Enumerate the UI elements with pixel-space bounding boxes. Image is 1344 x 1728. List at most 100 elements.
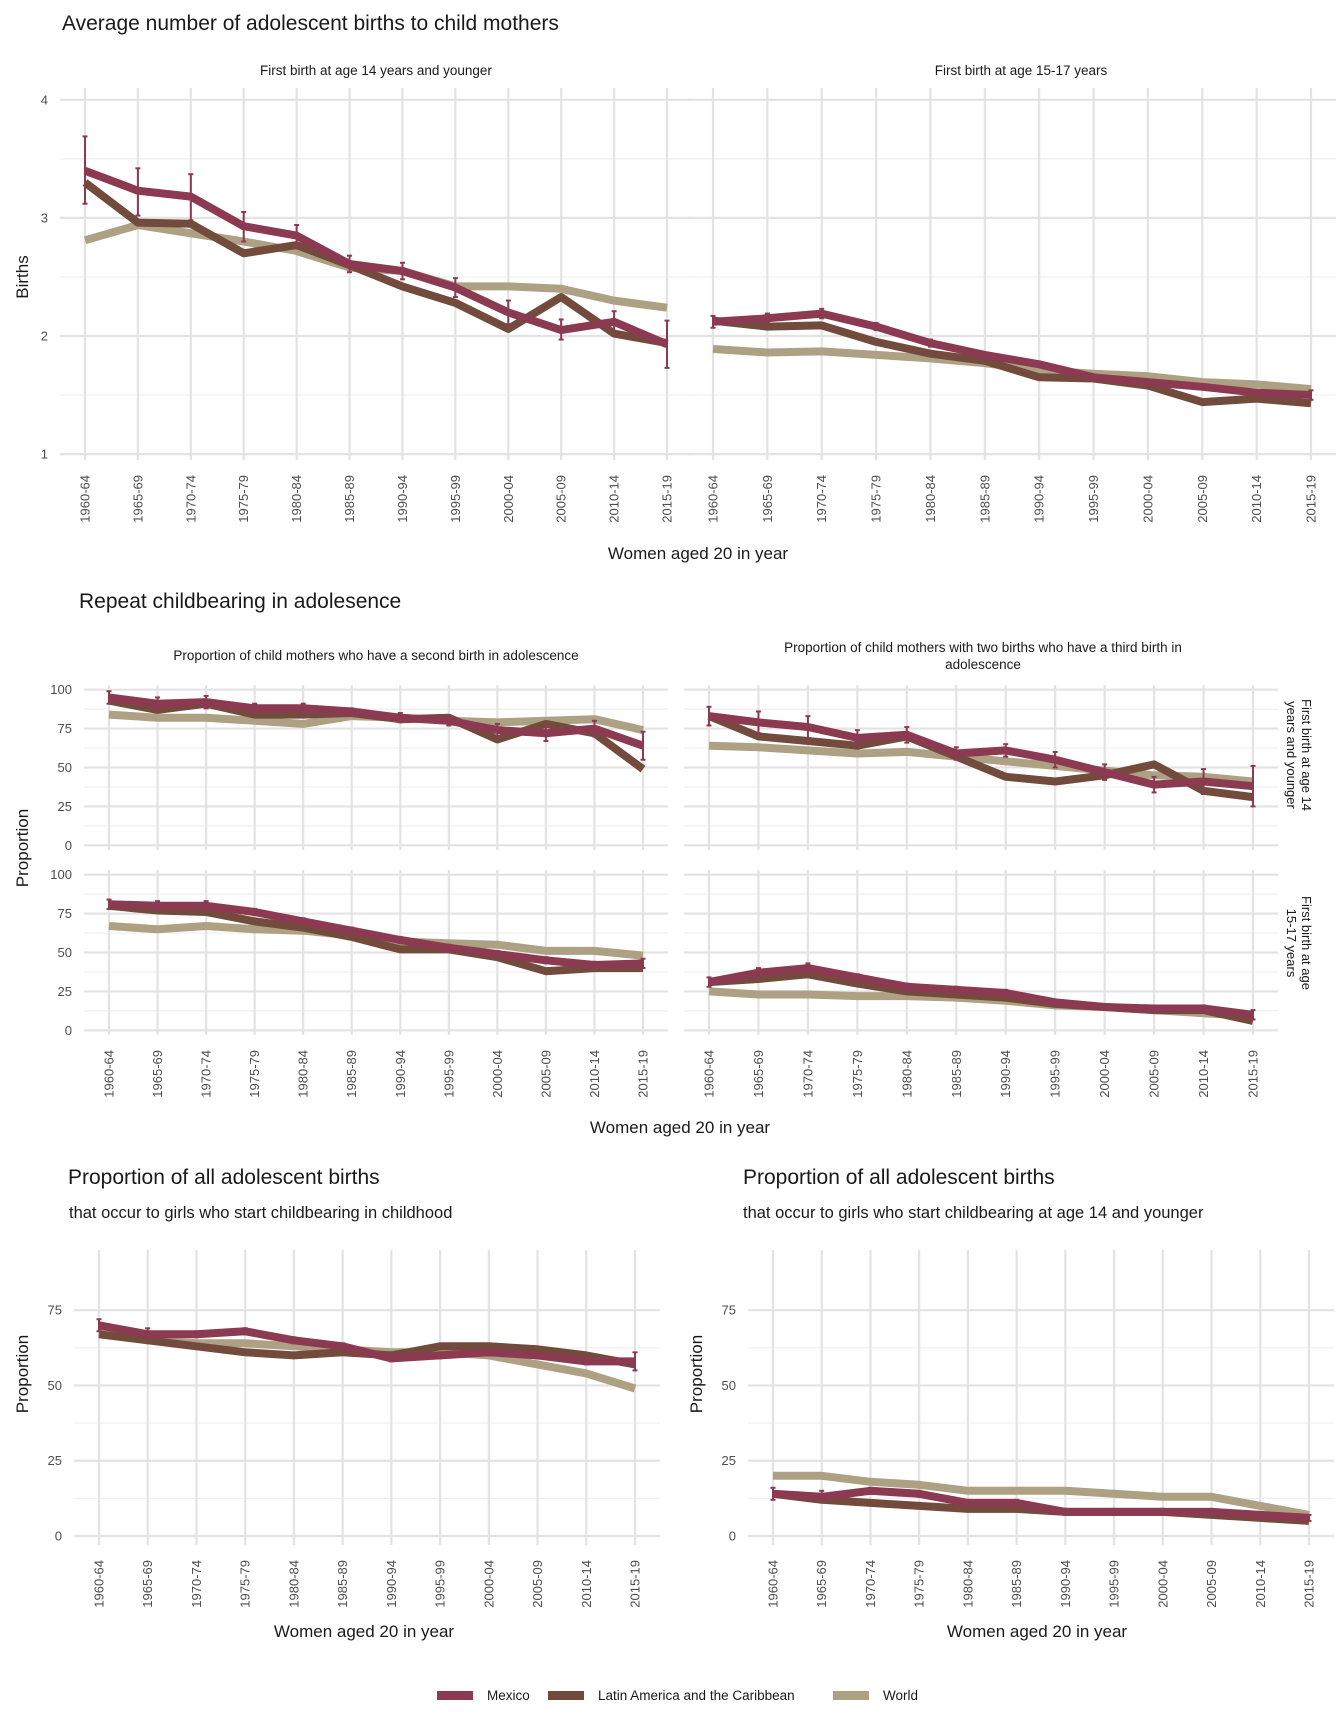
x-tick-label: 2000-04 [490, 1050, 505, 1098]
legend-label-world: World [883, 1688, 918, 1703]
section2-ylabel: Proportion [13, 809, 32, 887]
x-tick-label: 2000-04 [1155, 1560, 1170, 1608]
y-tick-label: 75 [722, 1303, 736, 1318]
panel3-title: Proportion of child mothers who have a s… [173, 648, 578, 663]
x-tick-label: 2015-19 [636, 1050, 651, 1098]
error-bar-mexico [1201, 768, 1207, 795]
error-bar-mexico [710, 314, 716, 329]
error-bar-mexico [294, 223, 300, 249]
x-tick-label: 1995-99 [441, 1050, 456, 1098]
error-bar-mexico [1308, 389, 1314, 401]
error-bar-mexico [505, 299, 511, 326]
x-tick-label: 1965-69 [814, 1560, 829, 1608]
x-tick-label: 1970-74 [183, 475, 198, 523]
y-tick-label: 75 [58, 721, 72, 736]
x-tick-label: 2015-19 [660, 475, 675, 523]
error-bar-mexico [1036, 360, 1042, 368]
error-bar-mexico [145, 1327, 151, 1339]
error-bar-mexico [770, 1486, 776, 1501]
error-bar-mexico [106, 898, 112, 910]
x-tick-label: 2010-14 [579, 1560, 594, 1608]
x-tick-label: 1975-79 [238, 1560, 253, 1608]
error-bar-mexico [1102, 763, 1108, 781]
error-bar-mexico [664, 319, 670, 369]
x-tick-label: 2000-04 [1140, 475, 1155, 523]
x-tick-label: 1960-64 [706, 475, 721, 523]
error-bar-mexico [764, 312, 770, 325]
error-bar-mexico [1052, 750, 1058, 769]
legend-label-lac: Latin America and the Caribbean [598, 1688, 795, 1703]
x-tick-label: 1965-69 [751, 1050, 766, 1098]
y-tick-label: 25 [48, 1453, 62, 1468]
error-bar-mexico [1254, 389, 1260, 397]
error-bar-mexico [558, 318, 564, 341]
series-line-world [708, 741, 1254, 786]
y-tick-label: 4 [41, 92, 48, 107]
panel7-ylabel: Proportion [13, 1335, 32, 1413]
series-line-mexico [772, 1486, 1310, 1522]
y-tick-label: 50 [722, 1378, 736, 1393]
x-tick-label: 2010-14 [1249, 475, 1264, 523]
series-line-mexico [83, 166, 669, 348]
panel7-xlabel: Women aged 20 in year [274, 1622, 455, 1641]
panel-4 [684, 685, 1278, 850]
y-tick-label: 0 [65, 1023, 72, 1038]
x-tick-label: 1990-94 [384, 1560, 399, 1608]
error-bar-mexico [706, 705, 712, 727]
error-bar-mexico [1003, 743, 1009, 758]
x-tick-label: 1960-64 [766, 1560, 781, 1608]
error-bar-mexico [252, 702, 258, 715]
series-line-mexico [708, 964, 1254, 1019]
error-bar-mexico [452, 277, 458, 299]
x-tick-label: 1990-94 [998, 1050, 1013, 1098]
error-bar-mexico [1209, 1507, 1215, 1516]
panel7-subtitle: that occur to girls who start childbeari… [69, 1204, 452, 1222]
x-tick-label: 1970-74 [800, 1050, 815, 1098]
legend-swatch-mexico [437, 1691, 473, 1700]
panel-7: 0 25 50 75 1960-64 1965-69 1970-74 1975-79 1980-… [48, 1250, 660, 1608]
section2-title: Repeat childbearing in adolesence [79, 590, 401, 613]
error-bar-mexico [82, 135, 88, 205]
error-bar-mexico [706, 976, 712, 988]
error-bar-mexico [446, 943, 452, 952]
error-bar-mexico [854, 729, 860, 747]
error-bar-mexico [904, 982, 910, 991]
x-tick-label: 1995-99 [1048, 1050, 1063, 1098]
error-bar-mexico [982, 351, 988, 359]
y-tick-label: 50 [48, 1378, 62, 1393]
x-tick-label: 2005-09 [530, 1560, 545, 1608]
x-tick-label: 2005-09 [1204, 1560, 1219, 1608]
y-tick-label: 2 [41, 329, 48, 344]
x-tick-label: 1980-84 [960, 1560, 975, 1608]
panel-3: 0 25 50 75 100 [50, 682, 668, 853]
panel4-title-line1: Proportion of child mothers with two bir… [784, 640, 1182, 655]
x-tick-label: 1995-99 [433, 1560, 448, 1608]
error-bar-mexico [1201, 1004, 1207, 1013]
series-line-mexico [708, 712, 1254, 791]
legend: Mexico Latin America and the Caribbean W… [437, 1688, 918, 1703]
y-tick-label: 0 [65, 838, 72, 853]
error-bar-mexico [135, 167, 141, 217]
x-tick-label: 1990-94 [1058, 1560, 1073, 1608]
y-tick-label: 3 [41, 210, 48, 225]
y-tick-label: 75 [58, 906, 72, 921]
section1-xlabel: Women aged 20 in year [608, 544, 789, 563]
error-bar-mexico [583, 1357, 589, 1366]
x-tick-label: 2000-04 [1097, 1050, 1112, 1098]
error-bar-mexico [535, 1351, 541, 1360]
x-tick-label: 1960-64 [78, 475, 93, 523]
error-bar-mexico [1102, 1004, 1108, 1010]
x-tick-label: 2005-09 [554, 475, 569, 523]
error-bar-mexico [953, 746, 959, 761]
series-line-lac [82, 179, 668, 348]
y-tick-label: 25 [58, 984, 72, 999]
error-bar-mexico [397, 712, 403, 724]
x-tick-label: 1980-84 [899, 1050, 914, 1098]
error-bar-mexico [106, 690, 112, 705]
x-tick-label: 1965-69 [140, 1560, 155, 1608]
x-tick-label: 2005-09 [1147, 1050, 1162, 1098]
error-bar-mexico [486, 1348, 492, 1357]
error-bar-mexico [203, 694, 209, 710]
